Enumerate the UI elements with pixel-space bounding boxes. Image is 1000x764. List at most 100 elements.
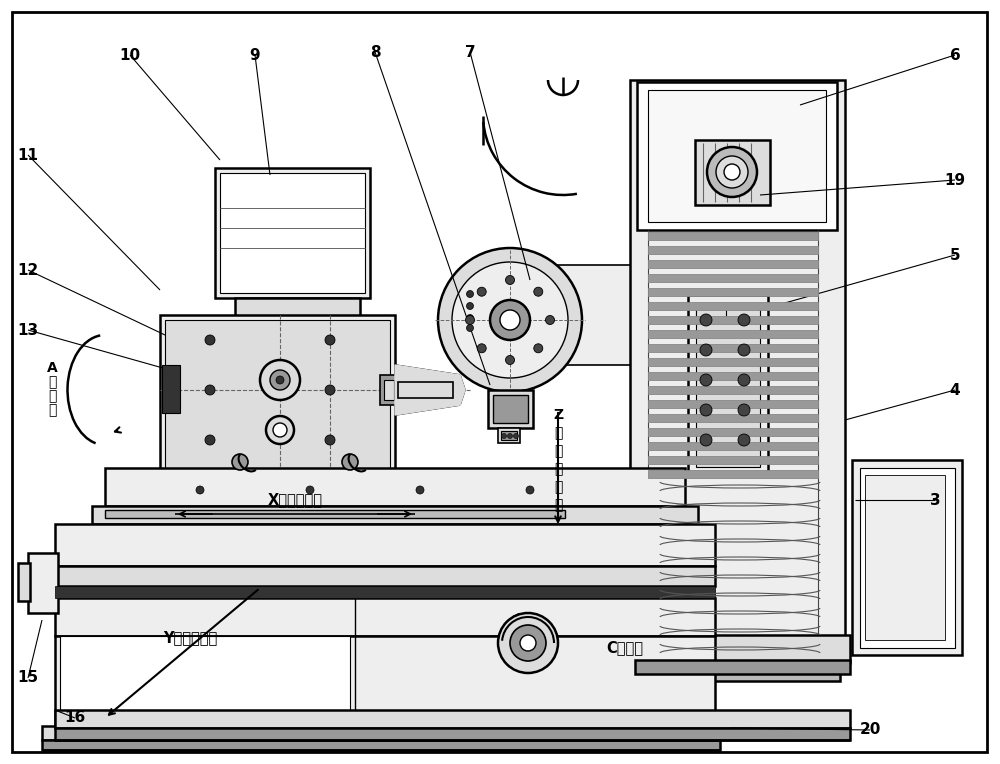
Bar: [648, 260, 818, 268]
Bar: [648, 414, 818, 422]
Circle shape: [700, 434, 712, 446]
Bar: [55, 566, 715, 586]
Bar: [380, 375, 398, 405]
Circle shape: [467, 290, 474, 297]
Circle shape: [452, 262, 568, 378]
Circle shape: [738, 434, 750, 446]
Bar: [648, 470, 818, 478]
Bar: [384, 380, 394, 400]
Text: 19: 19: [944, 173, 966, 187]
Circle shape: [205, 435, 215, 445]
Bar: [235, 298, 360, 316]
Circle shape: [276, 376, 284, 384]
Text: Z: Z: [553, 408, 563, 422]
Bar: [42, 740, 720, 750]
Bar: [92, 506, 698, 524]
Bar: [635, 85, 840, 655]
Bar: [865, 475, 945, 640]
Text: 4: 4: [950, 383, 960, 397]
Bar: [55, 710, 850, 728]
Bar: [696, 303, 760, 467]
Circle shape: [700, 314, 712, 326]
Bar: [162, 365, 180, 413]
Text: 15: 15: [17, 671, 39, 685]
Bar: [648, 246, 818, 254]
Polygon shape: [395, 365, 465, 415]
Circle shape: [467, 325, 474, 332]
Text: 上: 上: [554, 444, 562, 458]
Circle shape: [738, 404, 750, 416]
Text: 移: 移: [554, 480, 562, 494]
Circle shape: [467, 315, 474, 322]
Text: 回: 回: [48, 389, 56, 403]
Circle shape: [716, 156, 748, 188]
Bar: [860, 468, 955, 648]
Circle shape: [306, 486, 314, 494]
Bar: [465, 270, 545, 350]
Bar: [498, 428, 520, 443]
Circle shape: [534, 344, 543, 353]
Bar: [160, 315, 395, 475]
Bar: [220, 173, 365, 293]
Circle shape: [273, 423, 287, 437]
Bar: [688, 295, 768, 475]
Circle shape: [506, 276, 514, 284]
Text: X軸左右移動: X軸左右移動: [268, 493, 323, 507]
Bar: [105, 468, 685, 506]
Circle shape: [514, 433, 518, 439]
Bar: [28, 553, 58, 613]
Text: 下: 下: [554, 462, 562, 476]
Bar: [493, 395, 528, 423]
Bar: [648, 330, 818, 338]
Circle shape: [724, 164, 740, 180]
Bar: [215, 168, 370, 298]
Bar: [648, 344, 818, 352]
Bar: [42, 726, 720, 740]
Circle shape: [196, 486, 204, 494]
Circle shape: [205, 335, 215, 345]
Circle shape: [700, 404, 712, 416]
Text: 20: 20: [859, 723, 881, 737]
Bar: [55, 524, 715, 566]
Bar: [460, 285, 480, 340]
Text: 11: 11: [18, 147, 39, 163]
Bar: [18, 563, 30, 601]
Circle shape: [477, 344, 486, 353]
Bar: [630, 80, 845, 660]
Bar: [165, 320, 390, 470]
Bar: [470, 275, 540, 345]
Bar: [648, 316, 818, 324]
Bar: [55, 598, 715, 636]
Circle shape: [490, 300, 530, 340]
Circle shape: [506, 355, 514, 364]
Bar: [637, 82, 837, 230]
Circle shape: [534, 287, 543, 296]
Circle shape: [502, 433, 507, 439]
Circle shape: [416, 486, 424, 494]
Text: 軸: 軸: [554, 426, 562, 440]
Bar: [648, 386, 818, 394]
Text: 12: 12: [17, 263, 39, 277]
Circle shape: [508, 433, 512, 439]
Bar: [852, 460, 962, 655]
Bar: [648, 442, 818, 450]
Circle shape: [438, 248, 582, 392]
Circle shape: [467, 303, 474, 309]
Bar: [501, 431, 517, 440]
Bar: [648, 274, 818, 282]
Text: 5: 5: [950, 248, 960, 263]
Circle shape: [546, 316, 554, 325]
Text: 3: 3: [930, 493, 940, 507]
Bar: [488, 390, 533, 428]
Bar: [648, 428, 818, 436]
Bar: [55, 728, 850, 740]
Text: C軸回轉: C軸回轉: [606, 640, 644, 656]
Bar: [648, 456, 818, 464]
Circle shape: [510, 625, 546, 661]
Bar: [696, 303, 726, 323]
Circle shape: [325, 335, 335, 345]
Circle shape: [707, 147, 757, 197]
Circle shape: [270, 370, 290, 390]
Bar: [55, 636, 715, 726]
Bar: [648, 288, 818, 296]
